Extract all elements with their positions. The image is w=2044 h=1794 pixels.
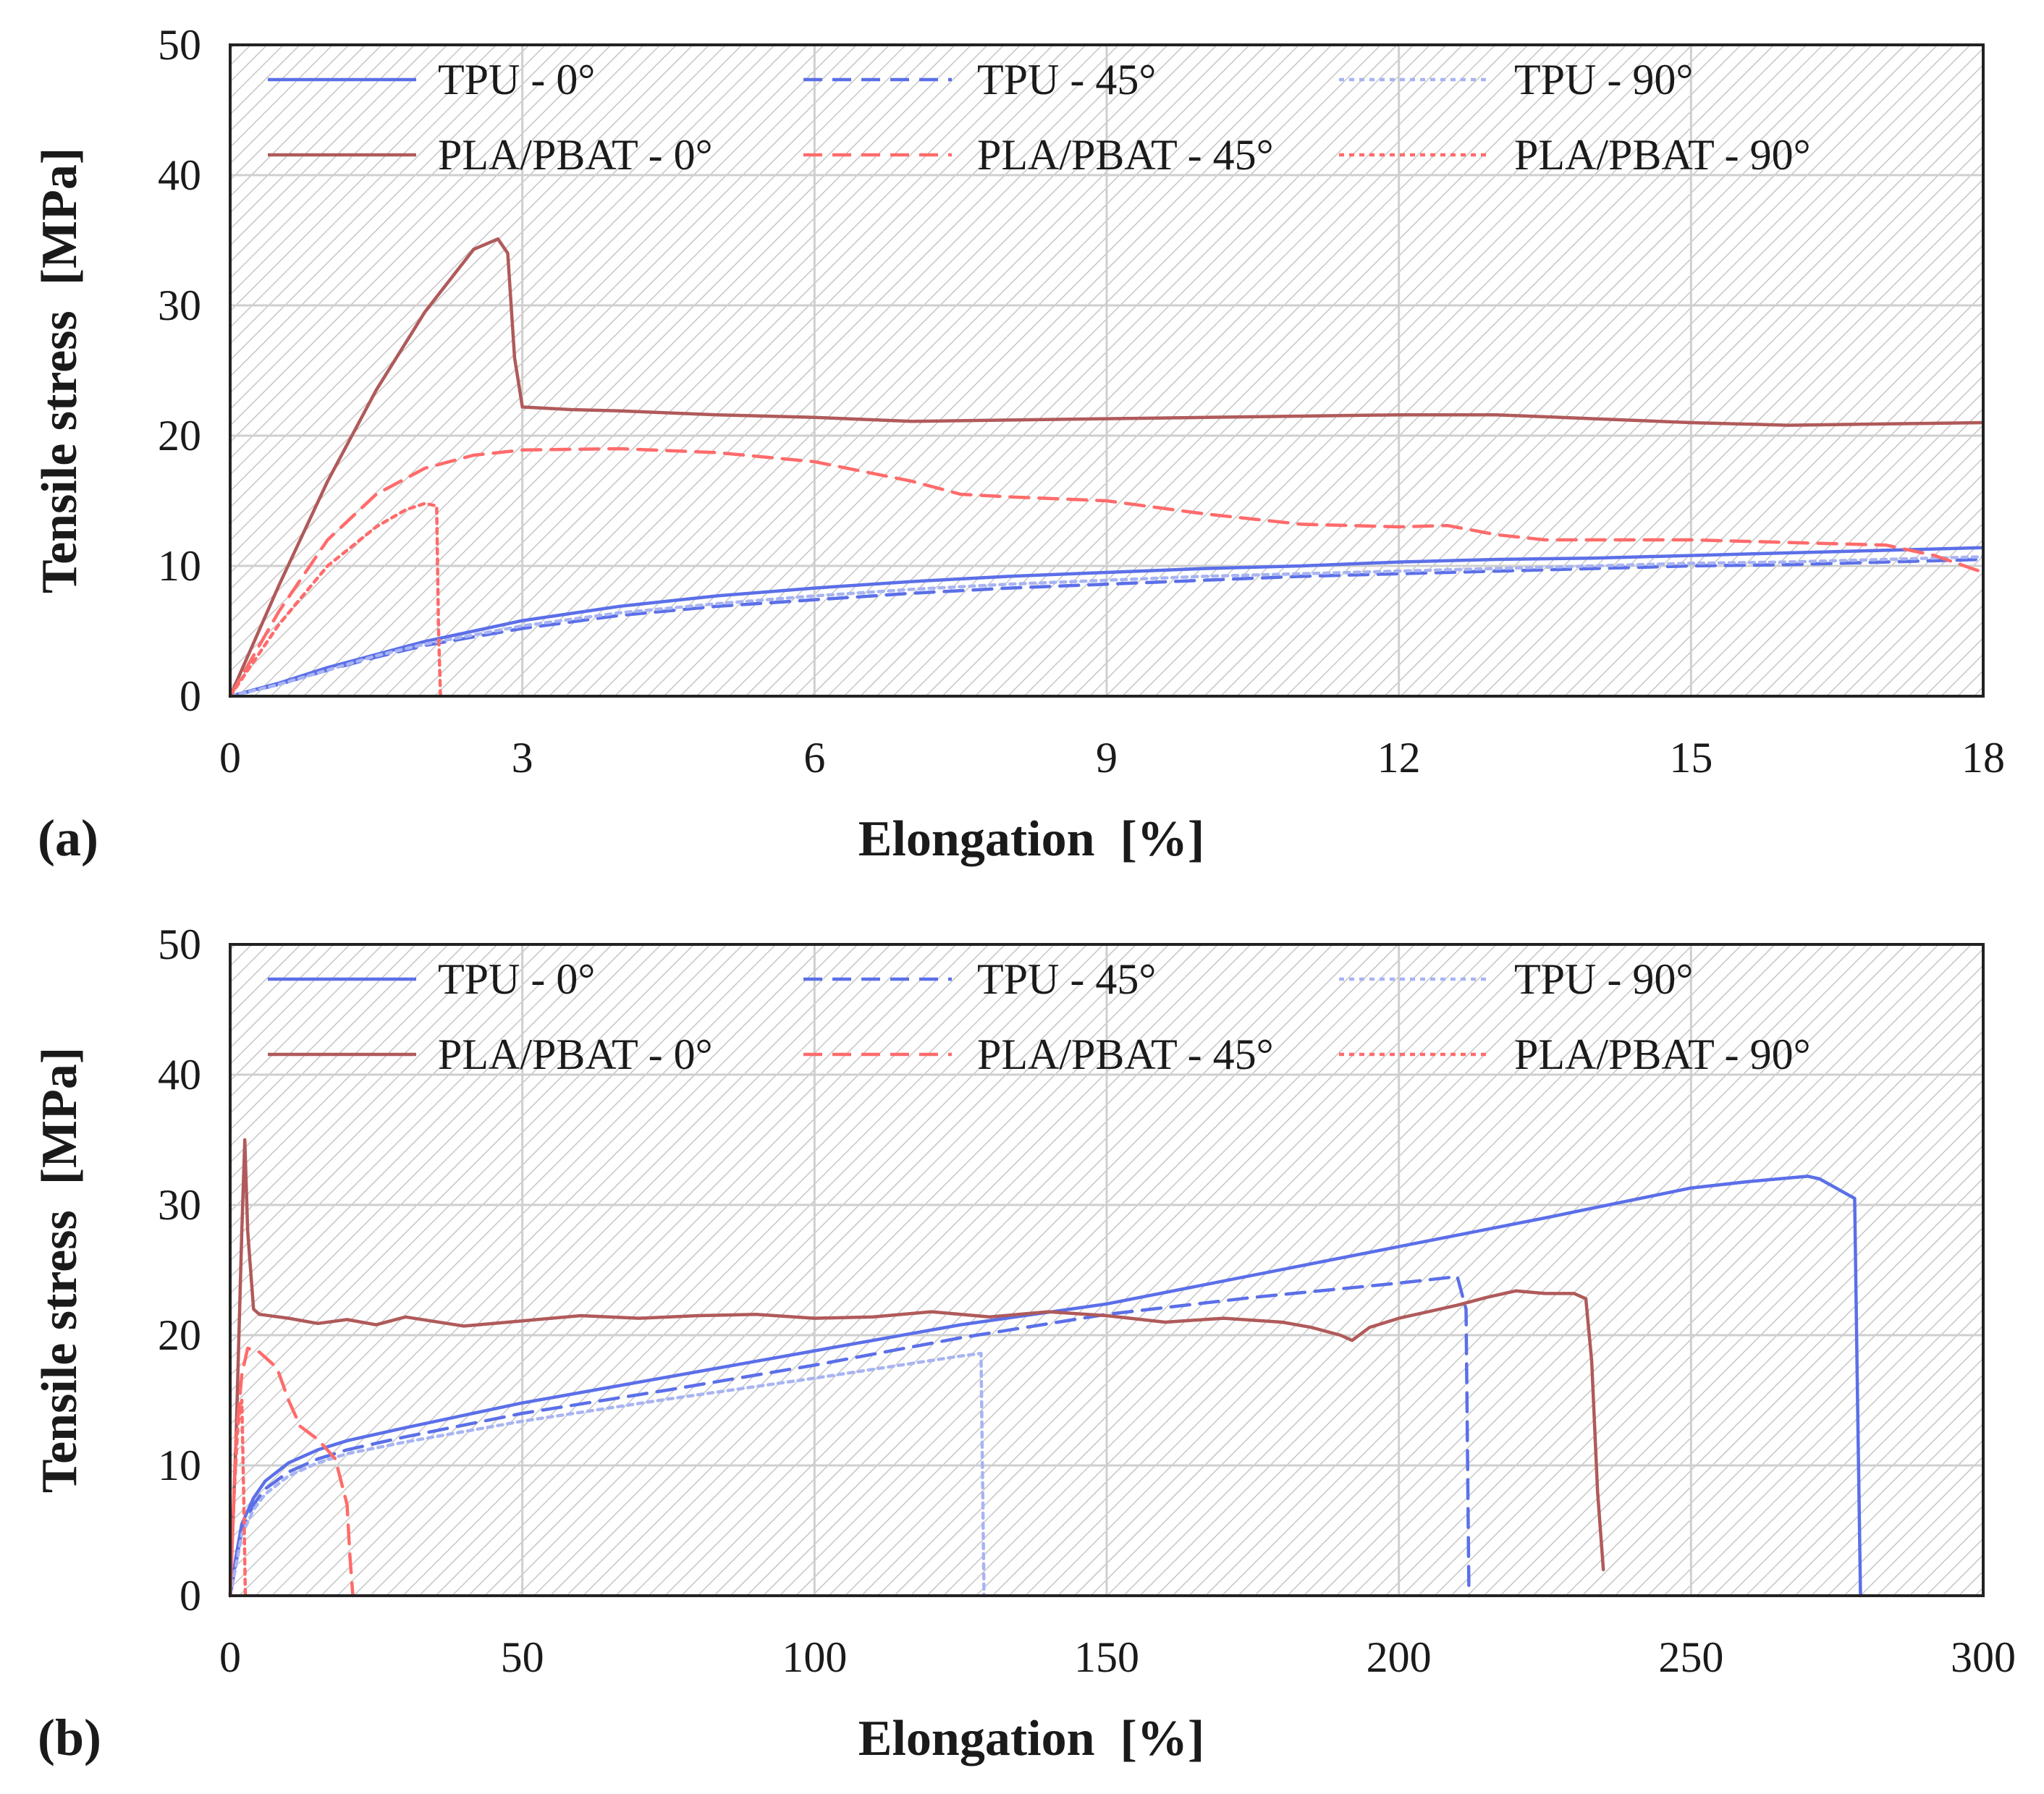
chart-b-legend-label-3: PLA/PBAT - 0°: [438, 1031, 713, 1078]
chart-a-grid: [230, 45, 1983, 696]
chart-b-legend-label-2: TPU - 90°: [1514, 955, 1693, 1003]
chart-a-series-line-3: [228, 237, 1985, 698]
chart-b-x-tick-label: 300: [1951, 1633, 2016, 1681]
chart-a-x-tick-label: 0: [219, 734, 241, 782]
chart-a-series-line-2: [228, 555, 1985, 698]
chart-b-legend: TPU - 0° TPU - 45° TPU - 90° PLA/PBAT - 0° P…: [268, 955, 1811, 1078]
chart-a-y-tick-labels: 0 10 20 30 40 50: [158, 21, 201, 720]
chart-a-x-tick-label: 6: [803, 734, 825, 782]
chart-a-legend-label-5: PLA/PBAT - 90°: [1514, 131, 1811, 179]
chart-a-y-axis-label: Tensile stress [MPa]: [32, 148, 88, 593]
chart-a-series-line-5: [228, 502, 442, 698]
chart-a-series-line-0: [228, 546, 1985, 698]
chart-a-legend-label-2: TPU - 90°: [1514, 56, 1693, 103]
chart-b-series-line-2: [228, 1351, 986, 1598]
chart-b-x-tick-label: 0: [219, 1633, 241, 1681]
chart-a-series-line-4: [228, 447, 1985, 698]
chart-a-y-tick-label: 10: [158, 542, 201, 590]
chart-a-x-tick-label: 15: [1669, 734, 1713, 782]
chart-b-y-tick-label: 0: [180, 1572, 201, 1620]
chart-b-y-tick-label: 40: [158, 1051, 201, 1099]
chart-b-y-tick-label: 50: [158, 921, 201, 968]
chart-a-x-tick-label: 12: [1377, 734, 1421, 782]
chart-a-plot-frame: [229, 43, 1985, 698]
chart-b-legend-label-5: PLA/PBAT - 90°: [1514, 1031, 1811, 1078]
chart-b-legend-label-1: TPU - 45°: [977, 955, 1156, 1003]
chart-a-legend-label-3: PLA/PBAT - 0°: [438, 131, 713, 179]
chart-b-series-line-5: [228, 1398, 248, 1598]
chart-b-series-line-4: [228, 1346, 355, 1598]
chart-a-legend: TPU - 0° TPU - 45° TPU - 90° PLA/PBAT - 0° P…: [268, 56, 1811, 179]
chart-a-series-layer: [228, 237, 1985, 698]
chart-a-legend-label-0: TPU - 0°: [438, 56, 595, 103]
chart-b-series-line-3: [228, 1138, 1605, 1598]
chart-a-legend-label-1: TPU - 45°: [977, 56, 1156, 103]
chart-b-legend-label-4: PLA/PBAT - 45°: [977, 1031, 1274, 1078]
chart-b-y-tick-labels: 0 10 20 30 40 50: [158, 921, 201, 1620]
chart-b-panel-label: (b): [38, 1709, 101, 1767]
chart-b-x-tick-label: 50: [501, 1633, 544, 1681]
chart-b-x-tick-label: 250: [1658, 1633, 1723, 1681]
chart-b: TPU - 0° TPU - 45° TPU - 90° PLA/PBAT - 0° P…: [32, 921, 2016, 1767]
chart-b-series-layer: [228, 1138, 1862, 1598]
chart-b-x-tick-label: 100: [782, 1633, 847, 1681]
chart-a-y-tick-label: 0: [180, 672, 201, 720]
chart-a-panel-label: (a): [38, 809, 98, 867]
chart-b-series-line-0: [228, 1175, 1862, 1598]
chart-a-x-axis-label: Elongation [%]: [858, 811, 1204, 867]
chart-b-series-line-1: [228, 1274, 1471, 1598]
chart-a-x-tick-label: 3: [512, 734, 533, 782]
chart-b-x-axis-label: Elongation [%]: [858, 1711, 1204, 1767]
chart-b-legend-label-0: TPU - 0°: [438, 955, 595, 1003]
chart-a-legend-label-4: PLA/PBAT - 45°: [977, 131, 1274, 179]
chart-a-y-tick-label: 20: [158, 412, 201, 460]
chart-a-y-tick-label: 50: [158, 21, 201, 69]
chart-a-y-tick-label: 30: [158, 282, 201, 329]
chart-b-y-axis-label: Tensile stress [MPa]: [32, 1047, 88, 1493]
chart-b-x-tick-label: 200: [1367, 1633, 1432, 1681]
chart-b-x-tick-label: 150: [1074, 1633, 1139, 1681]
chart-a-series-line-1: [228, 557, 1985, 698]
chart-b-y-tick-label: 10: [158, 1442, 201, 1489]
chart-b-grid: [230, 944, 1983, 1596]
chart-b-y-tick-label: 30: [158, 1181, 201, 1229]
chart-b-y-tick-label: 20: [158, 1311, 201, 1359]
chart-a-x-tick-label: 9: [1096, 734, 1118, 782]
chart-b-x-tick-labels: 0 50 100 150 200 250 300: [219, 1633, 2016, 1681]
chart-a-y-tick-label: 40: [158, 151, 201, 199]
chart-a-x-tick-labels: 0 3 6 9 12 15 18: [219, 734, 2005, 782]
chart-b-plot-frame: [229, 943, 1985, 1597]
chart-a-x-tick-label: 18: [1961, 734, 2005, 782]
chart-a: TPU - 0° TPU - 45° TPU - 90° PLA/PBAT - 0° P…: [32, 21, 2005, 867]
